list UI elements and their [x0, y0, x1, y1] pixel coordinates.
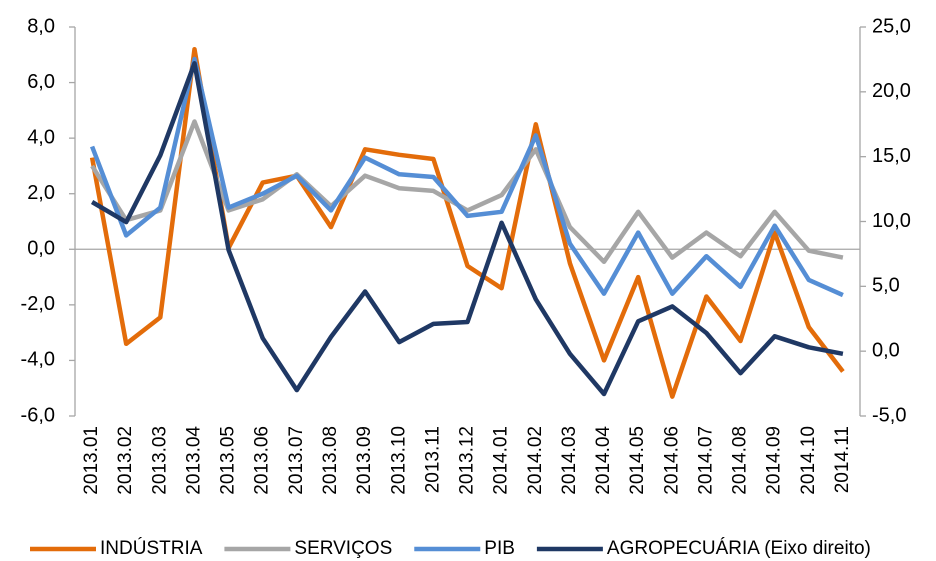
x-tick-label: 2014.01 — [491, 426, 512, 495]
series-line — [90, 119, 844, 265]
x-tick-label: 2014.03 — [559, 426, 580, 495]
legend-label: SERVIÇOS — [294, 538, 392, 559]
y-tick-label: -6,0 — [21, 404, 55, 426]
y2-tick-label: 5,0 — [872, 275, 900, 297]
y-tick-label: -2,0 — [21, 293, 55, 315]
y2-tick-label: 25,0 — [872, 15, 911, 37]
y2-tick-label: -5,0 — [872, 404, 906, 426]
y2-tick-label: 0,0 — [872, 339, 900, 361]
x-tick-label: 2014.08 — [730, 426, 751, 495]
series-line — [90, 61, 844, 397]
x-tick-label: 2014.10 — [798, 426, 819, 495]
y2-tick-label: 15,0 — [872, 145, 911, 167]
x-tick-label: 2013.01 — [81, 426, 102, 495]
y2-tick-label: 20,0 — [872, 80, 911, 102]
x-tick-label: 2014.04 — [593, 426, 614, 495]
y-tick-label: 0,0 — [27, 238, 55, 260]
x-tick-label: 2013.10 — [388, 426, 409, 495]
legend-label: PIB — [484, 538, 515, 559]
x-tick-label: 2013.12 — [457, 426, 478, 495]
y-tick-label: 2,0 — [27, 182, 55, 204]
y2-tick-label: 10,0 — [872, 210, 911, 232]
x-tick-label: 2014.06 — [661, 426, 682, 495]
legend-label: AGROPECUÁRIA (Eixo direito) — [607, 538, 871, 559]
x-tick-label: 2013.11 — [422, 426, 443, 493]
x-tick-label: 2013.02 — [115, 426, 136, 495]
series-line — [89, 56, 844, 298]
x-tick-label: 2013.08 — [320, 426, 341, 495]
legend-label: INDÚSTRIA — [100, 537, 203, 559]
y-tick-label: 4,0 — [27, 126, 55, 148]
x-tick-label: 2014.11 — [832, 426, 853, 493]
x-tick-label: 2013.04 — [183, 426, 204, 495]
x-tick-label: 2014.02 — [525, 426, 546, 495]
x-tick-label: 2014.05 — [627, 426, 648, 495]
x-tick-label: 2014.09 — [764, 426, 785, 495]
x-tick-label: 2013.09 — [354, 426, 375, 495]
x-tick-label: 2014.07 — [695, 426, 716, 495]
y-tick-label: 6,0 — [27, 71, 55, 93]
x-tick-label: 2013.03 — [149, 426, 170, 495]
y-tick-label: 8,0 — [27, 15, 55, 37]
y-tick-label: -4,0 — [21, 349, 55, 371]
x-tick-label: 2013.06 — [252, 426, 273, 495]
x-tick-label: 2013.07 — [286, 426, 307, 495]
x-tick-label: 2013.05 — [218, 426, 239, 495]
